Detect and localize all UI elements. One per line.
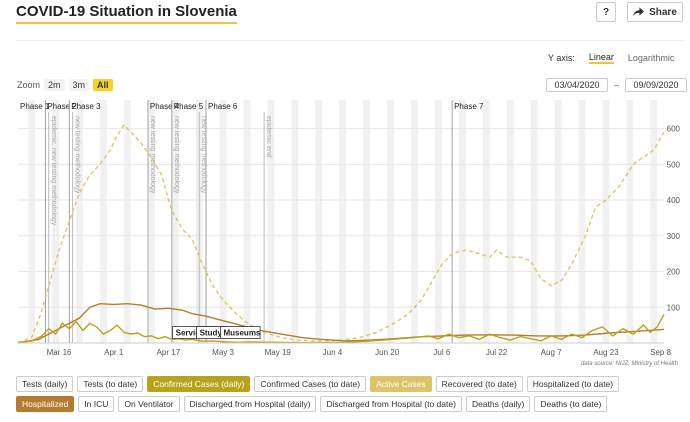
weekend-band: [578, 100, 586, 343]
share-icon: [633, 7, 645, 17]
y-tick-label: 300: [667, 232, 681, 241]
weekend-band: [602, 100, 610, 343]
series-button-active-cases[interactable]: Active Cases: [370, 376, 432, 392]
x-tick-label: Apr 1: [104, 348, 124, 357]
y-axis-log-option[interactable]: Logarithmic: [627, 53, 675, 63]
weekend-band: [339, 100, 347, 343]
x-tick-label: Aug 23: [593, 348, 619, 357]
share-button[interactable]: Share: [627, 2, 683, 22]
event-label: new testing methodology: [74, 116, 81, 194]
weekend-band: [291, 100, 299, 343]
zoom-2m-button[interactable]: 2m: [44, 79, 65, 91]
weekend-band: [434, 100, 442, 343]
weekend-band: [267, 100, 275, 343]
series-button-hospitalized[interactable]: Hospitalized: [16, 396, 75, 412]
x-tick-label: May 3: [212, 348, 234, 357]
x-tick-label: Mar 16: [47, 348, 72, 357]
x-tick-label: Sep 8: [650, 348, 671, 357]
series-button-confirmed-cases-to-date[interactable]: Confirmed Cases (to date): [254, 376, 367, 392]
event-label: new testing methodology: [200, 116, 207, 194]
weekend-band: [171, 100, 179, 343]
weekend-band: [28, 100, 36, 343]
y-tick-label: 100: [667, 303, 681, 312]
zoom-3m-button[interactable]: 3m: [68, 79, 90, 91]
weekend-band: [387, 100, 394, 343]
data-source-note: data source: NIJZ, Ministry of Health: [581, 361, 679, 367]
y-tick-label: 400: [667, 196, 681, 205]
zoom-label: Zoom: [17, 80, 41, 90]
reopen-label-box: [220, 326, 261, 339]
x-tick-label: Jun 4: [323, 348, 343, 357]
date-from-input[interactable]: 03/04/2020: [546, 78, 608, 92]
y-axis-linear-option[interactable]: Linear: [588, 52, 614, 64]
x-tick-label: Jul 6: [433, 348, 450, 357]
reopen-label: Study: [200, 329, 223, 338]
weekend-band: [100, 100, 107, 343]
event-label: new testing methodology: [149, 116, 156, 194]
y-tick-label: 600: [667, 125, 681, 134]
date-to-input[interactable]: 09/09/2020: [625, 78, 688, 92]
help-button[interactable]: ?: [596, 2, 616, 22]
y-tick-label: 200: [667, 268, 681, 277]
phase-label: Phase 7: [454, 102, 484, 111]
weekend-band: [123, 100, 131, 343]
series-button-confirmed-cases-daily[interactable]: Confirmed Cases (daily): [147, 376, 251, 392]
weekend-band: [482, 100, 490, 343]
weekend-band: [650, 100, 658, 343]
share-label: Share: [649, 6, 677, 18]
reopen-label: Services: [176, 329, 209, 338]
weekend-band: [506, 100, 514, 343]
date-range-separator: –: [614, 80, 620, 90]
x-tick-label: Jun 20: [375, 348, 400, 357]
series-button-tests-daily[interactable]: Tests (daily): [16, 376, 74, 392]
phase-label: Phase 4: [150, 102, 180, 111]
phase-label: Phase 1: [20, 102, 50, 111]
reopen-label: Museums: [223, 329, 260, 338]
weekend-band: [530, 100, 538, 343]
phase-label: Phase 2: [47, 102, 77, 111]
event-label: epidemic, new testing methodology: [50, 116, 57, 226]
series-button-discharged-from-hospital-daily[interactable]: Discharged from Hospital (daily): [183, 396, 317, 412]
weekend-band: [52, 100, 60, 343]
weekend-band: [243, 100, 251, 343]
weekend-band: [554, 100, 562, 343]
y-axis-label: Y axis:: [548, 53, 575, 63]
x-tick-label: Apr 17: [157, 348, 181, 357]
series-button-deaths-daily[interactable]: Deaths (daily): [465, 396, 531, 412]
phase-label: Phase 5: [174, 102, 204, 111]
zoom-all-button[interactable]: All: [93, 79, 113, 91]
series-button-hospitalized-to-date[interactable]: Hospitalized (to date): [526, 376, 620, 392]
x-tick-label: Jul 22: [486, 348, 508, 357]
weekend-band: [411, 100, 418, 343]
phase-label: Phase 6: [208, 102, 238, 111]
y-tick-label: 500: [667, 160, 681, 169]
page-title: COVID-19 Situation in Slovenia: [16, 3, 237, 24]
weekend-band: [458, 100, 466, 343]
x-tick-label: Aug 7: [541, 348, 562, 357]
zoom-controls: Zoom 2m 3m All: [17, 79, 113, 91]
weekend-band: [626, 100, 634, 343]
event-label: epidemic end: [265, 116, 272, 158]
series-button-recovered-to-date[interactable]: Recovered (to date): [435, 376, 523, 392]
series-button-deaths-to-date[interactable]: Deaths (to date): [534, 396, 608, 412]
weekend-band: [363, 100, 371, 343]
series-toggle-buttons: Tests (daily) Tests (to date) Confirmed Ca…: [16, 376, 676, 412]
weekend-band: [315, 100, 323, 343]
weekend-band: [219, 100, 227, 343]
series-button-in-icu[interactable]: In ICU: [78, 396, 115, 412]
weekend-band: [76, 100, 83, 343]
series-button-tests-to-date[interactable]: Tests (to date): [77, 376, 144, 392]
date-range: 03/04/2020 – 09/09/2020: [546, 78, 688, 92]
y-axis-scale-toggle: Y axis: Linear Logarithmic: [548, 52, 674, 64]
divider: [16, 40, 684, 41]
weekend-band: [147, 100, 155, 343]
series-button-on-ventilator[interactable]: On Ventilator: [118, 396, 180, 412]
series-button-discharged-from-hospital-to-date[interactable]: Discharged from Hospital (to date): [320, 396, 462, 412]
x-tick-label: May 19: [265, 348, 292, 357]
event-label: new testing methodology: [173, 116, 180, 194]
phase-label: Phase 3: [71, 102, 101, 111]
